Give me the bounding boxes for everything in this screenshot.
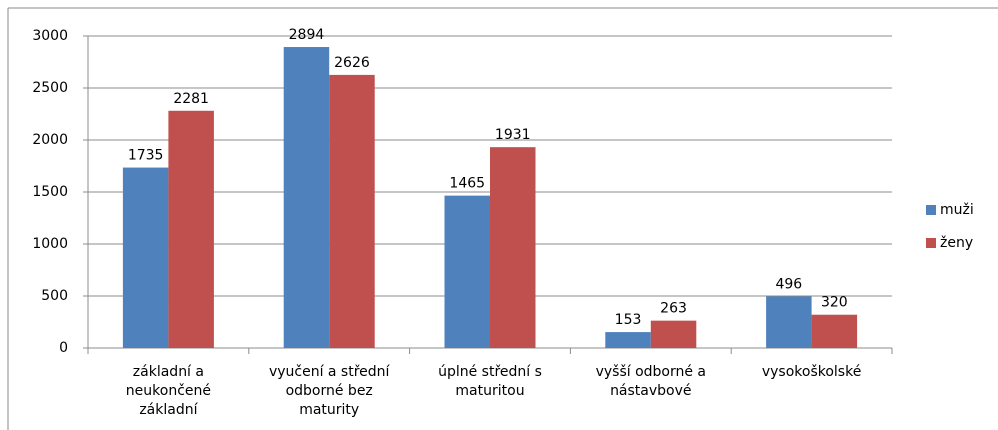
x-tick-label: vysokoškolské <box>761 364 862 380</box>
y-tick-label: 3000 <box>32 28 68 44</box>
value-label: 1465 <box>449 176 485 192</box>
bar <box>605 332 651 348</box>
value-label: 263 <box>660 301 687 317</box>
bar <box>811 314 858 348</box>
bar <box>122 167 169 348</box>
bar <box>766 296 812 348</box>
y-tick-label: 2500 <box>32 80 68 96</box>
y-tick-label: 0 <box>59 340 68 356</box>
value-label: 2626 <box>334 55 370 71</box>
legend-swatch <box>926 238 936 248</box>
value-label: 153 <box>615 312 642 328</box>
value-label: 1931 <box>495 127 531 143</box>
bar <box>444 195 490 348</box>
y-tick-label: 1000 <box>32 236 68 252</box>
bar <box>168 110 214 348</box>
y-tick-label: 500 <box>41 288 68 304</box>
legend-label: ženy <box>940 235 973 251</box>
y-tick-label: 2000 <box>32 132 68 148</box>
x-tick-label: základní a neukončené základní <box>125 364 211 418</box>
value-label: 2281 <box>173 91 209 107</box>
value-label: 2894 <box>289 27 325 43</box>
bar <box>283 47 330 349</box>
value-label: 496 <box>775 276 802 292</box>
bar <box>329 74 375 349</box>
value-label: 320 <box>821 295 848 311</box>
x-tick-label: vyšší odborné a nástavbové <box>595 364 707 399</box>
value-label: 1735 <box>128 148 164 164</box>
bar <box>650 320 697 348</box>
legend-swatch <box>926 205 936 215</box>
bar <box>490 147 536 348</box>
x-tick-label: vyučení a střední odborné bez maturity <box>268 364 390 418</box>
legend-label: muži <box>940 202 974 218</box>
y-tick-label: 1500 <box>32 184 68 200</box>
x-tick-label: úplné střední s maturitou <box>438 364 542 399</box>
